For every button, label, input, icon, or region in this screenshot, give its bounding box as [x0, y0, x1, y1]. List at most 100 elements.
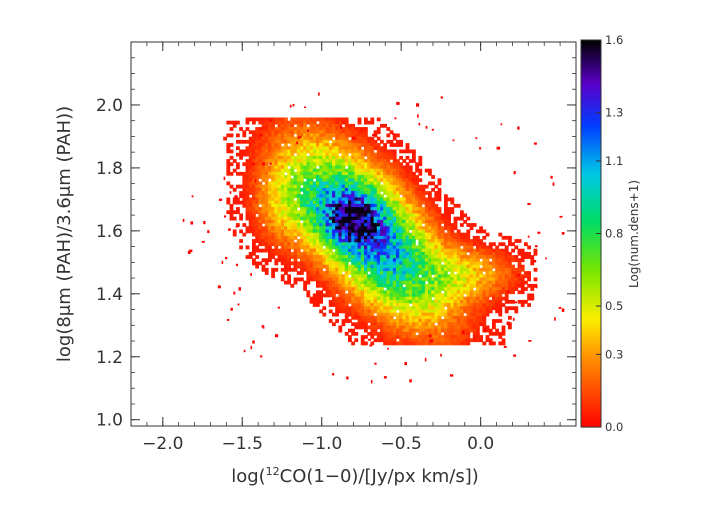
- density-cell: [460, 306, 464, 311]
- density-cell: [316, 130, 320, 135]
- density-cell: [434, 216, 439, 221]
- density-cell: [434, 296, 439, 301]
- density-cell: [316, 219, 320, 224]
- density-cell: [325, 178, 330, 183]
- density-cell: [428, 322, 432, 327]
- density-cell: [463, 264, 467, 269]
- density-cell: [517, 267, 522, 272]
- density-cell: [453, 306, 458, 311]
- density-cell: [408, 322, 413, 327]
- density-cell: [412, 197, 416, 202]
- density-cell: [408, 258, 413, 263]
- density-cell: [421, 245, 426, 250]
- density-cell: [405, 303, 410, 307]
- density-cell: [469, 319, 474, 323]
- density-speck: [383, 376, 387, 379]
- density-cell: [495, 245, 499, 250]
- density-cell: [460, 341, 464, 346]
- density-cell: [383, 312, 387, 317]
- density-cell: [383, 309, 387, 314]
- density-cell: [332, 226, 336, 231]
- density-cell: [373, 168, 378, 173]
- density-cell: [293, 264, 298, 269]
- density-cell: [405, 338, 410, 343]
- density-cell: [437, 274, 442, 279]
- density-cell: [258, 239, 263, 243]
- density-cell: [392, 235, 397, 240]
- density-cell: [290, 165, 295, 170]
- density-cell: [370, 223, 375, 227]
- density-cell: [357, 171, 362, 176]
- density-cell: [287, 226, 291, 231]
- density-cell: [325, 277, 330, 282]
- density-cell: [389, 213, 394, 218]
- density-cell: [367, 136, 371, 141]
- density-cell: [463, 309, 467, 314]
- density-cell: [360, 139, 365, 144]
- density-cell: [399, 210, 403, 215]
- density-cell: [322, 210, 327, 215]
- density-cell: [312, 303, 317, 307]
- density-cell: [437, 264, 442, 269]
- density-cell: [396, 267, 400, 272]
- density-cell: [280, 168, 285, 173]
- density-cell: [354, 155, 359, 160]
- density-cell: [300, 178, 304, 183]
- density-cell: [396, 178, 400, 183]
- density-cell: [495, 328, 499, 333]
- density-cell: [306, 277, 311, 282]
- density-cell: [392, 133, 397, 138]
- density-cell: [456, 306, 461, 311]
- density-cell: [252, 152, 256, 157]
- density-cell: [351, 213, 355, 218]
- density-cell: [386, 181, 391, 186]
- density-cell: [335, 130, 339, 135]
- density-cell: [434, 274, 439, 279]
- density-cell: [284, 251, 288, 256]
- density-cell: [271, 216, 275, 221]
- density-cell: [421, 187, 426, 192]
- density-cell: [396, 325, 400, 330]
- density-cell: [364, 203, 368, 208]
- density-cell: [389, 239, 394, 243]
- density-cell: [389, 309, 394, 314]
- density-cell: [229, 203, 234, 208]
- density-cell: [357, 287, 362, 291]
- density-cell: [335, 162, 339, 167]
- density-cell: [328, 271, 333, 275]
- density-cell: [341, 235, 346, 240]
- density-cell: [444, 290, 448, 295]
- density-cell: [271, 200, 275, 205]
- density-cell: [424, 290, 429, 295]
- density-cell: [418, 335, 423, 339]
- density-cell: [405, 191, 410, 195]
- density-cell: [476, 303, 480, 307]
- density-cell: [258, 216, 263, 221]
- density-cell: [437, 226, 442, 231]
- density-cell: [287, 277, 291, 282]
- density-cell: [408, 325, 413, 330]
- density-cell: [261, 178, 266, 183]
- density-cell: [344, 280, 349, 285]
- density-cell: [373, 146, 378, 151]
- density-cell: [351, 239, 355, 243]
- density-cell: [527, 271, 531, 275]
- density-cell: [268, 133, 272, 138]
- density-cell: [344, 296, 349, 301]
- density-cell: [357, 194, 362, 199]
- density-cell: [386, 255, 391, 259]
- density-speck: [191, 195, 194, 198]
- y-tick-label: 2.0: [96, 96, 123, 116]
- density-cell: [309, 258, 314, 263]
- density-cell: [431, 216, 435, 221]
- density-cell: [364, 175, 368, 179]
- density-cell: [405, 149, 410, 154]
- density-cell: [440, 280, 445, 285]
- density-cell: [412, 261, 416, 266]
- density-cell: [408, 335, 413, 339]
- density-cell: [450, 261, 455, 266]
- density-cell: [431, 207, 435, 211]
- density-cell: [504, 287, 509, 291]
- density-cell: [357, 315, 362, 320]
- density-cell: [319, 123, 323, 128]
